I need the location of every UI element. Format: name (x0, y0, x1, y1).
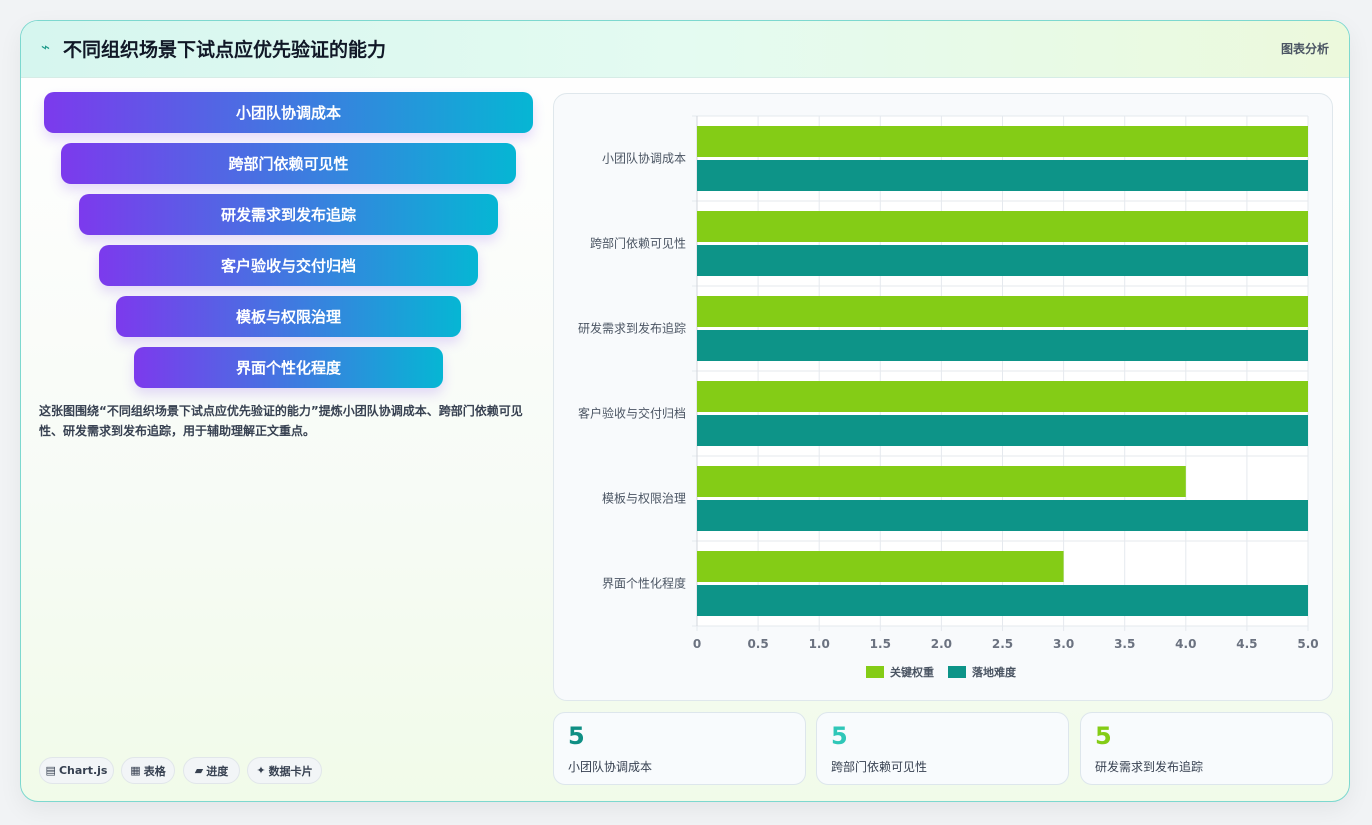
pill-label: 数据卡片 (268, 764, 313, 778)
bar-difficulty (697, 500, 1308, 531)
stat-label: 跨部门依赖可见性 (831, 760, 928, 774)
bar-difficulty (697, 245, 1308, 276)
y-tick-label: 界面个性化程度 (602, 576, 686, 591)
sparkle-icon: ✦ (256, 764, 266, 777)
stat-card-1: 5 小团队协调成本 (553, 712, 806, 785)
chart-analysis-tag: 图表分析 (1280, 42, 1329, 56)
x-tick-label: 1.5 (870, 637, 891, 651)
funnel-step-1: 小团队协调成本 (44, 92, 533, 133)
legend-label: 关键权重 (890, 665, 934, 679)
stat-label: 小团队协调成本 (568, 760, 653, 774)
stat-value: 5 (1095, 722, 1112, 750)
x-tick-label: 3.0 (1053, 637, 1074, 651)
pill-label: 进度 (206, 764, 229, 778)
x-tick-label: 4.5 (1236, 637, 1257, 651)
main-card: ⌁ 不同组织场景下试点应优先验证的能力 图表分析 小团队协调成本 跨部门依赖可见… (20, 20, 1350, 802)
funnel-step-6: 界面个性化程度 (134, 347, 443, 388)
bar-key-weight (697, 211, 1308, 242)
stat-card-3: 5 研发需求到发布追踪 (1080, 712, 1333, 785)
legend-label: 落地难度 (972, 665, 1017, 679)
card-header: ⌁ 不同组织场景下试点应优先验证的能力 图表分析 (21, 21, 1349, 78)
legend-swatch (948, 666, 966, 678)
bar-key-weight (697, 296, 1308, 327)
x-tick-label: 1.0 (809, 637, 830, 651)
progress-icon: ▰ (194, 764, 204, 777)
pill-data-cards[interactable]: ✦ 数据卡片 (247, 757, 322, 784)
funnel-step-5: 模板与权限治理 (116, 296, 461, 337)
stat-card-2: 5 跨部门依赖可见性 (816, 712, 1069, 785)
pill-chartjs[interactable]: ▤ Chart.js (39, 757, 114, 784)
bar-difficulty (697, 585, 1308, 616)
legend-swatch (866, 666, 884, 678)
stat-value: 5 (568, 722, 585, 750)
x-tick-label: 0 (693, 637, 701, 651)
x-tick-label: 2.0 (931, 637, 952, 651)
chart-panel: 0 0.5 1.0 1.5 2.0 2.5 3.0 3.5 4.0 4.5 5.0 小团队协调成本跨部… (553, 93, 1333, 701)
pill-label: 表格 (143, 764, 166, 778)
x-tick-label: 5.0 (1297, 637, 1318, 651)
bar-difficulty (697, 330, 1308, 361)
x-tick-label: 0.5 (747, 637, 768, 651)
bar-chart: 0 0.5 1.0 1.5 2.0 2.5 3.0 3.5 4.0 4.5 5.0 小团队协调成本跨部… (578, 115, 1319, 679)
y-tick-label: 小团队协调成本 (602, 151, 686, 166)
x-tick-label: 2.5 (992, 637, 1013, 651)
stat-value: 5 (831, 722, 848, 750)
y-tick-label: 模板与权限治理 (602, 492, 686, 506)
x-tick-label: 3.5 (1114, 637, 1135, 651)
bar-key-weight (697, 381, 1308, 412)
funnel-step-3: 研发需求到发布追踪 (79, 194, 498, 235)
y-tick-label: 跨部门依赖可见性 (590, 236, 686, 251)
y-tick-label: 研发需求到发布追踪 (578, 321, 686, 336)
x-tick-label: 4.0 (1175, 637, 1196, 651)
pill-label: Chart.js (58, 764, 108, 777)
chart-description: 这张图围绕“不同组织场景下试点应优先验证的能力”提炼小团队协调成本、跨部门依赖可… (39, 404, 523, 438)
bar-key-weight (697, 551, 1064, 582)
bar-difficulty (697, 415, 1308, 446)
stat-label: 研发需求到发布追踪 (1095, 760, 1204, 774)
bar-difficulty (697, 160, 1308, 191)
funnel-step-4: 客户验收与交付归档 (99, 245, 478, 286)
bar-key-weight (697, 466, 1186, 497)
bar-key-weight (697, 126, 1308, 157)
funnel-step-2: 跨部门依赖可见性 (61, 143, 516, 184)
chart-icon: ▤ (45, 764, 56, 777)
table-icon: ▦ (130, 764, 141, 777)
pill-progress[interactable]: ▰ 进度 (183, 757, 240, 784)
pulse-icon: ⌁ (41, 38, 51, 56)
pill-table[interactable]: ▦ 表格 (121, 757, 175, 784)
page-title: 不同组织场景下试点应优先验证的能力 (63, 39, 387, 61)
y-tick-label: 客户验收与交付归档 (578, 406, 686, 421)
